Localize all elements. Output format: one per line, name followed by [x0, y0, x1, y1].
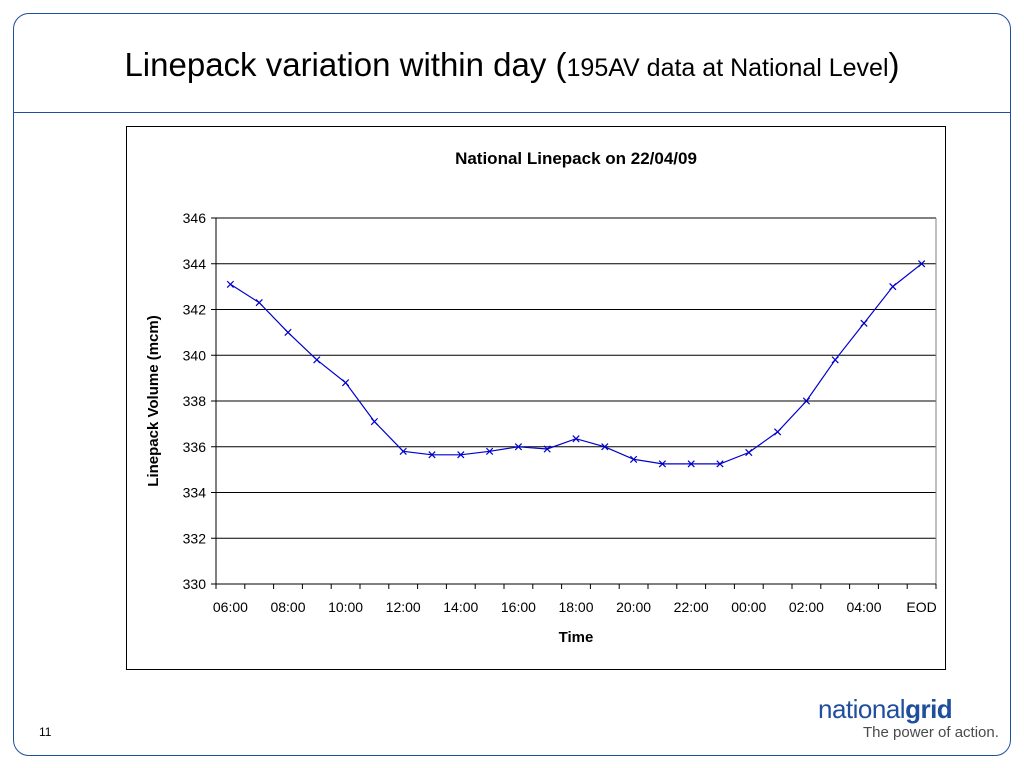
national-grid-logo: nationalgrid The power of action. — [818, 694, 999, 744]
slide-frame — [13, 13, 1011, 756]
data-point — [745, 448, 753, 457]
slide-title-close: ) — [888, 46, 900, 83]
data-point — [514, 443, 523, 451]
x-tick-label: 22:00 — [674, 599, 709, 615]
x-tick-label: 12:00 — [386, 599, 421, 615]
x-axis-title: Time — [559, 629, 594, 646]
data-point — [889, 283, 897, 291]
data-point — [226, 280, 235, 288]
y-tick-label: 338 — [183, 393, 207, 409]
x-tick-label: 06:00 — [213, 599, 248, 615]
data-point — [284, 328, 292, 336]
page-number: 11 — [39, 725, 52, 739]
x-tick-label: 10:00 — [328, 599, 363, 615]
slide-title-main: Linepack variation within day ( — [124, 46, 567, 83]
y-tick-label: 334 — [183, 485, 207, 501]
logo-wordmark: nationalgrid — [818, 694, 953, 725]
x-tick-label: 08:00 — [270, 599, 305, 615]
data-point — [457, 451, 465, 459]
data-point — [485, 447, 494, 455]
x-tick-label: 04:00 — [846, 599, 881, 615]
x-tick-label: EOD — [906, 599, 936, 615]
y-tick-label: 332 — [183, 530, 207, 546]
chart-area: National Linepack on 22/04/09 330 332 334 33… — [126, 126, 946, 670]
data-point — [572, 435, 580, 443]
y-tick-label: 340 — [183, 347, 207, 363]
y-tick-label: 342 — [183, 302, 207, 318]
data-point — [370, 417, 379, 426]
title-divider — [13, 112, 1011, 113]
data-point — [629, 455, 638, 463]
slide-title: Linepack variation within day (195AV dat… — [0, 46, 1024, 84]
data-point — [831, 356, 839, 364]
slide-title-sub: 195AV data at National Level — [566, 54, 889, 82]
data-point — [716, 460, 724, 468]
y-tick-label: 344 — [183, 256, 207, 272]
data-point — [601, 443, 609, 451]
x-tick-label: 18:00 — [558, 599, 593, 615]
data-point — [917, 260, 926, 268]
y-tick-label: 346 — [183, 210, 207, 226]
logo-word-light: national — [818, 694, 906, 724]
x-tick-label: 20:00 — [616, 599, 651, 615]
data-point — [428, 451, 436, 459]
data-point — [341, 379, 350, 387]
y-tick-label: 330 — [183, 576, 207, 592]
y-axis-title: Linepack Volume (mcm) — [145, 315, 162, 486]
data-point — [860, 319, 868, 327]
chart-title: National Linepack on 22/04/09 — [455, 149, 697, 168]
data-point — [313, 356, 321, 364]
data-point — [658, 460, 667, 468]
data-point — [687, 460, 695, 468]
x-tick-label: 14:00 — [443, 599, 478, 615]
logo-tagline: The power of action. — [863, 724, 999, 741]
data-point — [802, 397, 811, 405]
series-line — [230, 263, 922, 465]
x-tick-label: 00:00 — [731, 599, 766, 615]
linepack-chart: National Linepack on 22/04/09 330 332 334 33… — [145, 149, 937, 646]
logo-word-bold: grid — [905, 694, 953, 724]
x-tick-label: 16:00 — [501, 599, 536, 615]
data-point — [773, 428, 782, 436]
y-tick-label: 336 — [183, 439, 207, 455]
data-point — [543, 445, 551, 453]
x-tick-label: 02:00 — [789, 599, 824, 615]
data-point — [255, 299, 263, 307]
data-point — [399, 447, 407, 455]
